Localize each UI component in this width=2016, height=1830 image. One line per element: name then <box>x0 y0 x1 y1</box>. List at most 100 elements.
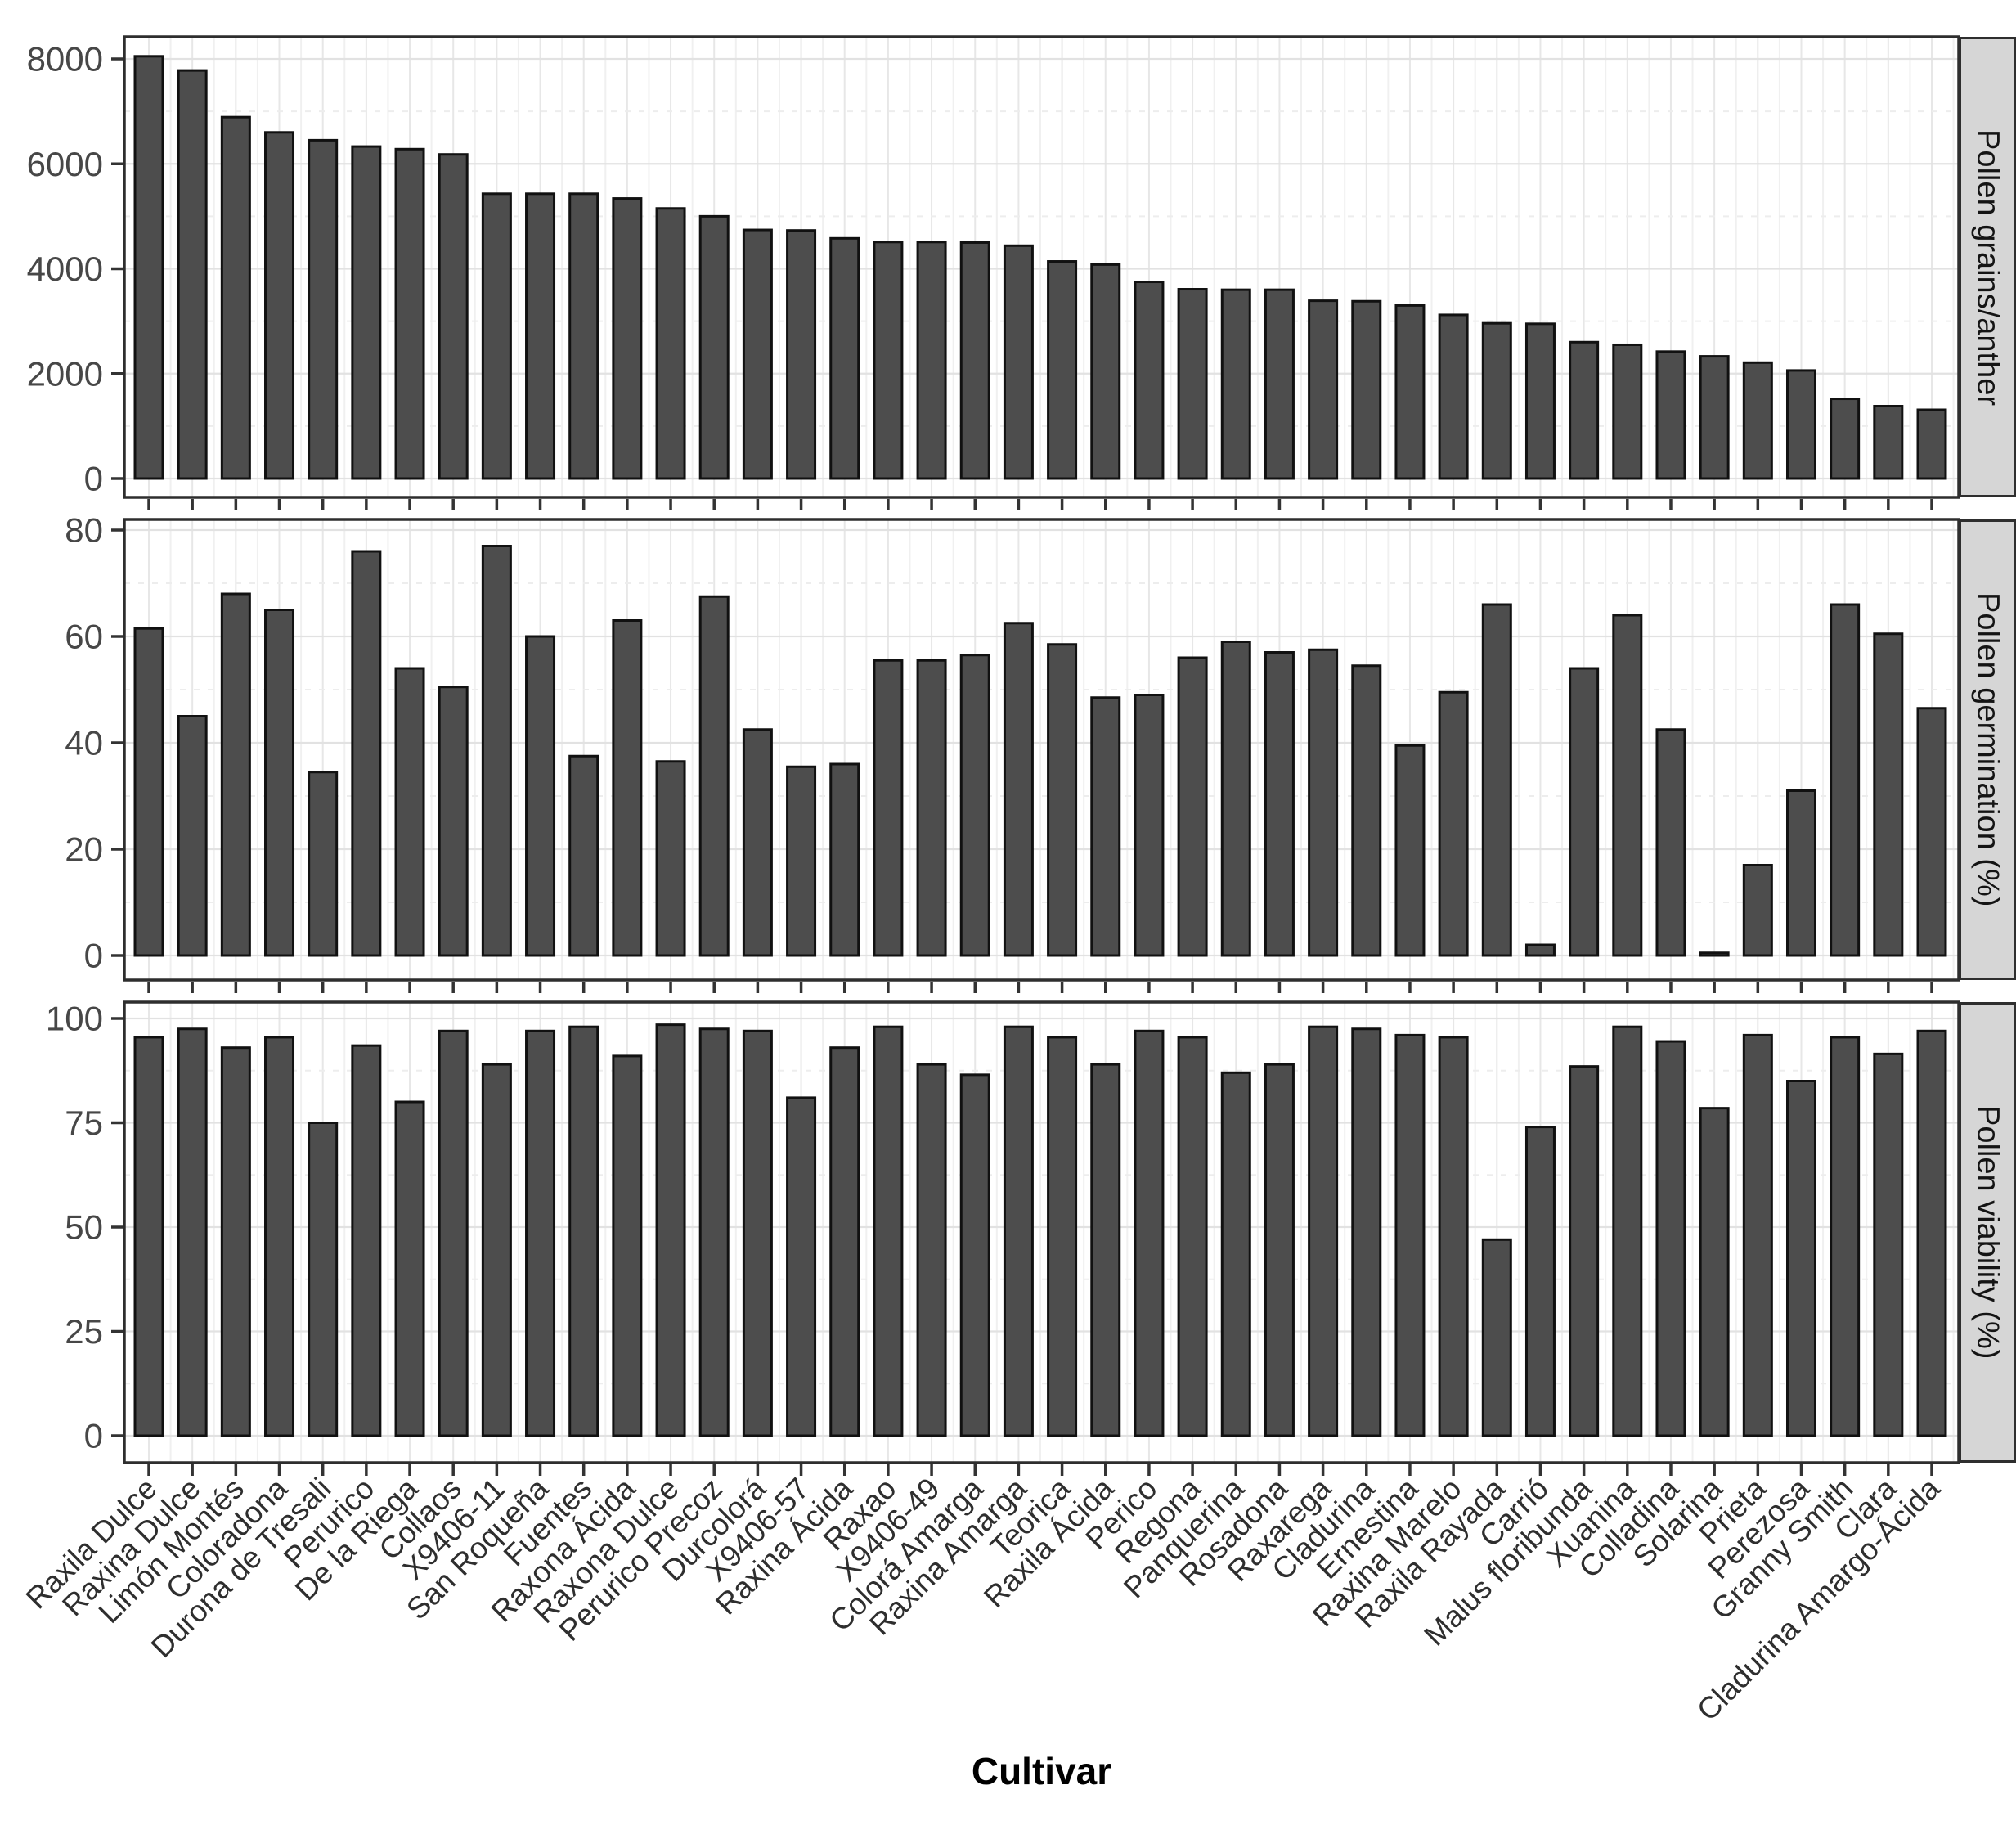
bar <box>1742 864 1773 957</box>
bar <box>1090 263 1121 480</box>
bar <box>655 207 686 480</box>
y-tick-label: 4000 <box>27 250 103 288</box>
y-tick-label: 25 <box>65 1312 103 1351</box>
facet-strip-pollen-germination: Pollen germination (%) <box>1959 519 2016 980</box>
bar <box>742 1029 773 1437</box>
bar <box>568 1025 599 1437</box>
y-tick-label: 2000 <box>27 354 103 393</box>
panel-background <box>124 519 1959 980</box>
bar <box>873 241 904 480</box>
bar <box>1308 648 1339 957</box>
bar <box>568 754 599 957</box>
bar <box>1090 1063 1121 1437</box>
bar <box>1047 1036 1078 1437</box>
bar <box>1524 943 1556 957</box>
bar <box>1264 1063 1295 1437</box>
bar <box>1481 1238 1512 1437</box>
bar <box>612 197 643 480</box>
panel-pollen-germination-: 0 20 40 60 80 <box>65 511 1960 993</box>
facet-strip-label: Pollen grains/anther <box>1970 128 2005 406</box>
bar <box>655 1023 686 1437</box>
bar <box>655 760 686 957</box>
bar <box>612 619 643 957</box>
bar <box>481 192 512 480</box>
y-tick-label: 8000 <box>27 40 103 79</box>
bar <box>1873 405 1904 480</box>
bar <box>1785 369 1816 480</box>
y-tick-label: 60 <box>65 618 103 656</box>
bar <box>873 659 904 957</box>
bar <box>1699 355 1730 480</box>
bar <box>916 659 947 957</box>
bar <box>1916 408 1947 480</box>
bar <box>742 228 773 480</box>
y-tick-label: 0 <box>84 937 103 975</box>
panel-pollen-grains-anther: 0 2000 4000 6000 8000 <box>27 35 1960 510</box>
bar <box>525 1029 556 1437</box>
y-tick-label: 0 <box>84 460 103 498</box>
bar <box>133 1036 164 1437</box>
bar <box>1134 694 1165 957</box>
bar <box>829 1046 860 1437</box>
bar <box>220 115 251 480</box>
bar <box>1003 1025 1034 1437</box>
bar <box>1220 1071 1251 1437</box>
bar <box>133 627 164 957</box>
bar <box>829 236 860 480</box>
bar <box>698 214 730 480</box>
bar <box>1047 643 1078 957</box>
bar <box>1873 1052 1904 1437</box>
bar <box>1612 343 1643 480</box>
bar <box>1308 299 1339 480</box>
bar <box>1134 1029 1165 1437</box>
bar <box>1177 1036 1208 1437</box>
bar <box>916 1063 947 1437</box>
bar <box>1481 603 1512 957</box>
bar <box>1569 1065 1600 1437</box>
facet-strip-label: Pollen viability (%) <box>1970 1105 2005 1360</box>
bar <box>1612 1025 1643 1437</box>
y-tick-label: 0 <box>84 1417 103 1455</box>
facet-strip-pollen-viability: Pollen viability (%) <box>1959 1002 2016 1463</box>
bar <box>1569 667 1600 957</box>
bar <box>1134 281 1165 480</box>
bar <box>394 147 425 480</box>
bar <box>351 1044 382 1437</box>
bar <box>1394 1033 1426 1437</box>
bar <box>1003 622 1034 957</box>
facet-strip-label: Pollen germination (%) <box>1970 592 2005 907</box>
bar <box>1264 288 1295 480</box>
y-tick-label: 40 <box>65 724 103 762</box>
bar <box>1785 1080 1816 1437</box>
bar <box>351 550 382 957</box>
y-tick-label: 20 <box>65 830 103 869</box>
bar <box>1394 304 1426 480</box>
panel-background <box>124 1002 1959 1463</box>
bar <box>525 192 556 480</box>
bar <box>1699 1107 1730 1437</box>
bar <box>264 1036 295 1437</box>
bar <box>1047 260 1078 480</box>
bar <box>481 545 512 957</box>
bar <box>829 762 860 957</box>
bar <box>1569 340 1600 480</box>
panel-pollen-viability-: 0 25 50 75 100 <box>46 1000 1960 1476</box>
bar <box>1785 789 1816 957</box>
bar <box>1351 1027 1382 1437</box>
bar <box>1438 313 1469 480</box>
y-tick-label: 80 <box>65 511 103 550</box>
bar <box>786 765 817 957</box>
bar <box>1177 288 1208 480</box>
bar <box>308 138 339 480</box>
bar <box>1220 641 1251 957</box>
y-tick-label: 100 <box>46 1000 103 1038</box>
bar <box>1481 321 1512 480</box>
bar <box>177 715 208 957</box>
bar <box>612 1054 643 1437</box>
bar <box>916 241 947 480</box>
bar <box>698 595 730 957</box>
bar <box>959 1073 990 1437</box>
